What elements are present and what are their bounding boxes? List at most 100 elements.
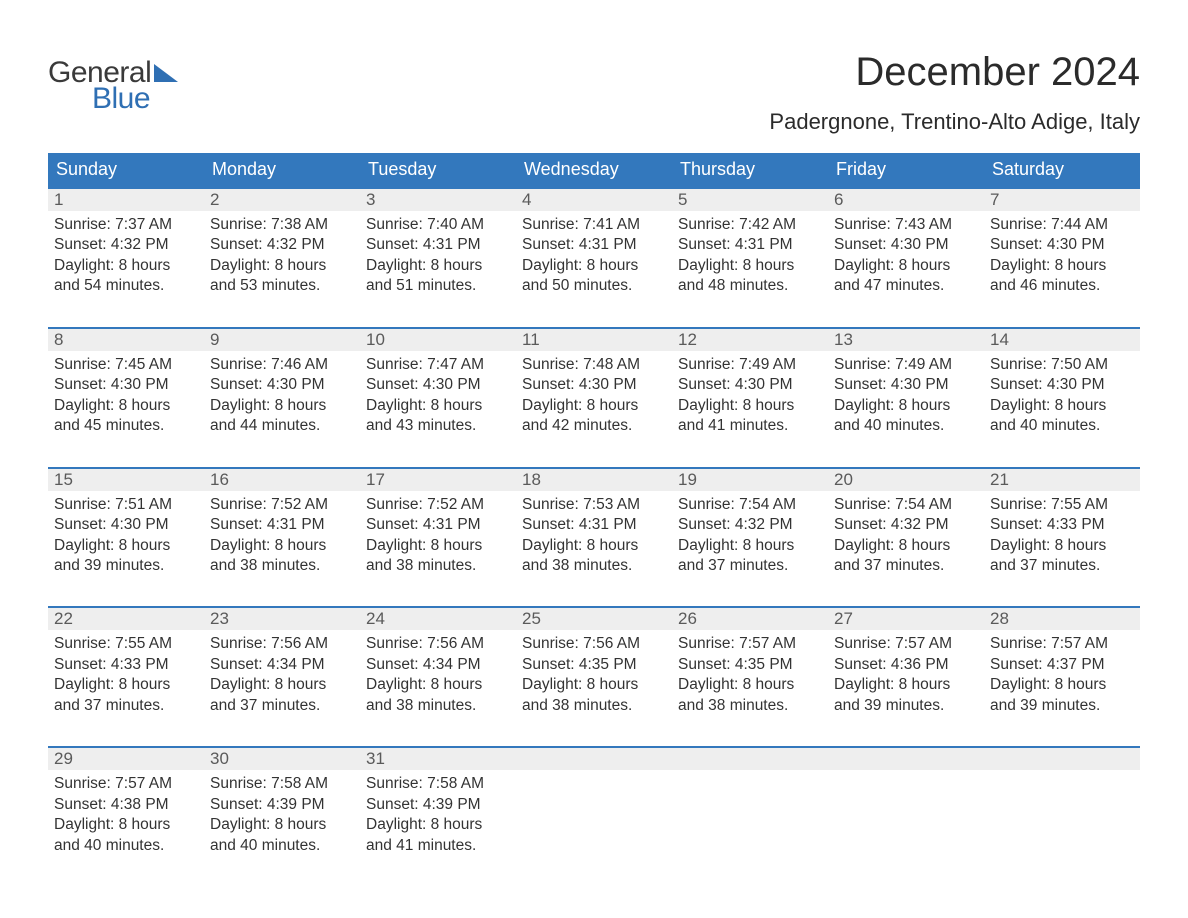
day-info-line: and 37 minutes. bbox=[54, 696, 198, 716]
day-number: 22 bbox=[48, 608, 204, 630]
day-info-line: Daylight: 8 hours bbox=[366, 396, 510, 416]
day-info-line: Sunset: 4:32 PM bbox=[54, 235, 198, 255]
calendar-week: 1234567Sunrise: 7:37 AMSunset: 4:32 PMDa… bbox=[48, 187, 1140, 299]
day-info-line: Sunset: 4:35 PM bbox=[522, 655, 666, 675]
day-number-row: 15161718192021 bbox=[48, 469, 1140, 491]
calendar-week: 891011121314Sunrise: 7:45 AMSunset: 4:30… bbox=[48, 327, 1140, 439]
logo-word-blue: Blue bbox=[92, 82, 150, 116]
day-cell: Sunrise: 7:49 AMSunset: 4:30 PMDaylight:… bbox=[672, 351, 828, 439]
day-info-line: Sunrise: 7:49 AM bbox=[834, 355, 978, 375]
day-info-line: Sunset: 4:33 PM bbox=[54, 655, 198, 675]
day-info-line: Sunrise: 7:50 AM bbox=[990, 355, 1134, 375]
day-info-line: and 39 minutes. bbox=[990, 696, 1134, 716]
day-info-line: and 42 minutes. bbox=[522, 416, 666, 436]
day-info-line: Sunrise: 7:56 AM bbox=[366, 634, 510, 654]
day-info-line: Sunset: 4:30 PM bbox=[834, 375, 978, 395]
day-info-line: Sunrise: 7:54 AM bbox=[834, 495, 978, 515]
day-info-line: Sunset: 4:32 PM bbox=[210, 235, 354, 255]
day-info-line: and 40 minutes. bbox=[210, 836, 354, 856]
day-info-line: Sunset: 4:30 PM bbox=[678, 375, 822, 395]
calendar-week: 15161718192021Sunrise: 7:51 AMSunset: 4:… bbox=[48, 467, 1140, 579]
day-info-line: Sunrise: 7:46 AM bbox=[210, 355, 354, 375]
day-number: 3 bbox=[360, 189, 516, 211]
day-cell: Sunrise: 7:47 AMSunset: 4:30 PMDaylight:… bbox=[360, 351, 516, 439]
day-info-line: Daylight: 8 hours bbox=[834, 396, 978, 416]
day-info-line: and 37 minutes. bbox=[990, 556, 1134, 576]
day-info-line: and 37 minutes. bbox=[210, 696, 354, 716]
day-info-line: Sunset: 4:39 PM bbox=[366, 795, 510, 815]
day-info-line: Daylight: 8 hours bbox=[834, 256, 978, 276]
day-number bbox=[828, 748, 984, 770]
day-cell: Sunrise: 7:54 AMSunset: 4:32 PMDaylight:… bbox=[672, 491, 828, 579]
day-info-line: Sunset: 4:32 PM bbox=[678, 515, 822, 535]
calendar-week: 22232425262728Sunrise: 7:55 AMSunset: 4:… bbox=[48, 606, 1140, 718]
day-info-line: Sunrise: 7:52 AM bbox=[210, 495, 354, 515]
day-info-line: and 48 minutes. bbox=[678, 276, 822, 296]
day-info-line: Daylight: 8 hours bbox=[210, 675, 354, 695]
day-info-line: Sunrise: 7:48 AM bbox=[522, 355, 666, 375]
day-info-line: and 38 minutes. bbox=[522, 556, 666, 576]
day-number: 4 bbox=[516, 189, 672, 211]
day-info-line: Sunset: 4:30 PM bbox=[990, 375, 1134, 395]
day-info-line: and 46 minutes. bbox=[990, 276, 1134, 296]
day-cell: Sunrise: 7:50 AMSunset: 4:30 PMDaylight:… bbox=[984, 351, 1140, 439]
day-info-line: Sunrise: 7:38 AM bbox=[210, 215, 354, 235]
day-number: 21 bbox=[984, 469, 1140, 491]
day-number: 13 bbox=[828, 329, 984, 351]
day-number: 18 bbox=[516, 469, 672, 491]
day-info-line: Sunset: 4:31 PM bbox=[210, 515, 354, 535]
day-number: 24 bbox=[360, 608, 516, 630]
day-info-line: Sunset: 4:38 PM bbox=[54, 795, 198, 815]
day-number bbox=[516, 748, 672, 770]
day-number: 20 bbox=[828, 469, 984, 491]
day-cell: Sunrise: 7:55 AMSunset: 4:33 PMDaylight:… bbox=[984, 491, 1140, 579]
day-info-line: and 39 minutes. bbox=[54, 556, 198, 576]
weekday-header-row: Sunday Monday Tuesday Wednesday Thursday… bbox=[48, 153, 1140, 187]
day-info-line: and 38 minutes. bbox=[678, 696, 822, 716]
day-info-line: Daylight: 8 hours bbox=[366, 815, 510, 835]
location-subtitle: Padergnone, Trentino-Alto Adige, Italy bbox=[769, 109, 1140, 135]
day-info-line: Sunrise: 7:43 AM bbox=[834, 215, 978, 235]
day-info-line: and 44 minutes. bbox=[210, 416, 354, 436]
calendar: Sunday Monday Tuesday Wednesday Thursday… bbox=[48, 153, 1140, 858]
day-info-line: Sunrise: 7:55 AM bbox=[990, 495, 1134, 515]
day-info-line: Sunset: 4:34 PM bbox=[210, 655, 354, 675]
day-number bbox=[984, 748, 1140, 770]
day-number: 29 bbox=[48, 748, 204, 770]
day-cell: Sunrise: 7:58 AMSunset: 4:39 PMDaylight:… bbox=[204, 770, 360, 858]
day-number: 6 bbox=[828, 189, 984, 211]
day-info-line: Daylight: 8 hours bbox=[990, 675, 1134, 695]
day-cell: Sunrise: 7:57 AMSunset: 4:36 PMDaylight:… bbox=[828, 630, 984, 718]
day-info-line: Sunset: 4:30 PM bbox=[834, 235, 978, 255]
day-cell: Sunrise: 7:56 AMSunset: 4:34 PMDaylight:… bbox=[204, 630, 360, 718]
day-info-line: and 39 minutes. bbox=[834, 696, 978, 716]
day-info-line: Daylight: 8 hours bbox=[834, 536, 978, 556]
day-info-line: Sunrise: 7:37 AM bbox=[54, 215, 198, 235]
day-info-line: Daylight: 8 hours bbox=[990, 536, 1134, 556]
day-info-line: Daylight: 8 hours bbox=[990, 396, 1134, 416]
day-number: 27 bbox=[828, 608, 984, 630]
day-info-line: Sunset: 4:30 PM bbox=[990, 235, 1134, 255]
day-info-line: Sunrise: 7:52 AM bbox=[366, 495, 510, 515]
weekday-label: Sunday bbox=[48, 153, 204, 187]
day-number: 23 bbox=[204, 608, 360, 630]
day-number: 25 bbox=[516, 608, 672, 630]
day-cell: Sunrise: 7:56 AMSunset: 4:35 PMDaylight:… bbox=[516, 630, 672, 718]
day-number: 19 bbox=[672, 469, 828, 491]
day-info-line: Sunset: 4:35 PM bbox=[678, 655, 822, 675]
day-cell bbox=[516, 770, 672, 858]
day-cell: Sunrise: 7:57 AMSunset: 4:38 PMDaylight:… bbox=[48, 770, 204, 858]
day-info-line: Sunrise: 7:57 AM bbox=[678, 634, 822, 654]
day-info-line: Sunset: 4:30 PM bbox=[210, 375, 354, 395]
day-cell: Sunrise: 7:44 AMSunset: 4:30 PMDaylight:… bbox=[984, 211, 1140, 299]
day-number: 31 bbox=[360, 748, 516, 770]
day-cell: Sunrise: 7:43 AMSunset: 4:30 PMDaylight:… bbox=[828, 211, 984, 299]
day-info-line: Sunset: 4:30 PM bbox=[366, 375, 510, 395]
day-info-line: Daylight: 8 hours bbox=[54, 256, 198, 276]
day-cell: Sunrise: 7:54 AMSunset: 4:32 PMDaylight:… bbox=[828, 491, 984, 579]
day-cell bbox=[984, 770, 1140, 858]
day-info-line: Daylight: 8 hours bbox=[54, 396, 198, 416]
day-info-line: and 47 minutes. bbox=[834, 276, 978, 296]
day-info-line: Daylight: 8 hours bbox=[366, 675, 510, 695]
day-info-line: Daylight: 8 hours bbox=[522, 536, 666, 556]
